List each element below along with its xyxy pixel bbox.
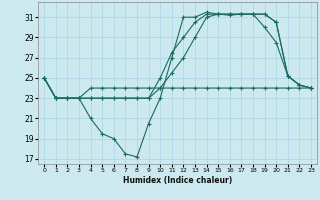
X-axis label: Humidex (Indice chaleur): Humidex (Indice chaleur) (123, 176, 232, 185)
